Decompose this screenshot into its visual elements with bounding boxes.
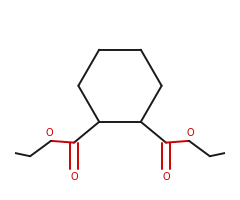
Text: O: O — [162, 172, 170, 182]
Text: O: O — [45, 128, 53, 138]
Text: O: O — [187, 128, 195, 138]
Text: O: O — [70, 172, 78, 182]
